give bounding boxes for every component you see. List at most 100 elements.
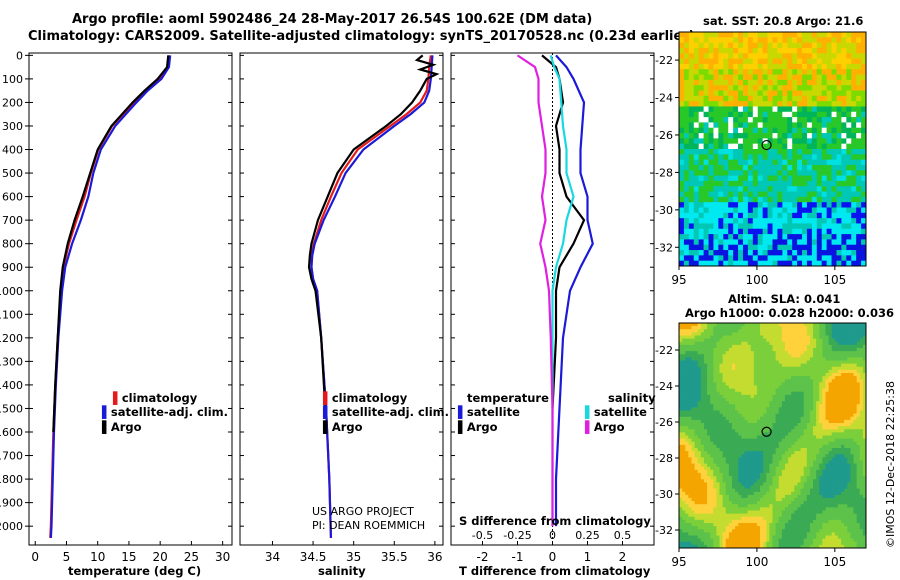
map-cell bbox=[752, 37, 759, 44]
map-cell bbox=[757, 239, 764, 246]
map-cell bbox=[731, 338, 736, 343]
map-cell bbox=[718, 95, 724, 102]
map-cell bbox=[772, 476, 777, 480]
map-cell bbox=[719, 426, 724, 430]
map-cell bbox=[850, 419, 855, 424]
map-cell bbox=[784, 419, 789, 424]
map-cell bbox=[753, 432, 758, 436]
map-cell bbox=[802, 196, 808, 203]
map-cell bbox=[710, 366, 714, 371]
temperature-plot: 0100200300400500600700800900100011001200… bbox=[0, 49, 233, 564]
map-cell bbox=[800, 407, 805, 411]
map-cell bbox=[853, 413, 858, 418]
map-cell bbox=[781, 344, 786, 349]
map-cell bbox=[806, 133, 813, 139]
map-cell bbox=[794, 391, 798, 396]
map-cell bbox=[788, 382, 792, 386]
map-cell bbox=[707, 454, 711, 458]
map-cell bbox=[784, 410, 789, 415]
map-cell bbox=[841, 143, 847, 150]
map-cell bbox=[682, 435, 686, 440]
map-cell bbox=[713, 101, 719, 107]
map-cell bbox=[747, 164, 754, 171]
map-cell bbox=[811, 191, 818, 198]
map-cell bbox=[741, 382, 745, 386]
map-cell bbox=[825, 419, 830, 424]
map-cell bbox=[682, 338, 686, 343]
map-cell bbox=[800, 463, 805, 468]
map-cell bbox=[685, 388, 689, 393]
map-cell bbox=[800, 451, 805, 455]
map-cell bbox=[760, 388, 764, 393]
map-cell bbox=[861, 180, 867, 187]
map-cell bbox=[861, 63, 867, 70]
map-cell bbox=[683, 202, 690, 208]
map-cell bbox=[713, 186, 719, 193]
map-cell bbox=[772, 423, 777, 427]
map-cell bbox=[756, 460, 761, 465]
map-cell bbox=[862, 354, 867, 358]
map-cell bbox=[766, 416, 770, 421]
map-cell bbox=[679, 111, 685, 118]
map-cell bbox=[698, 143, 705, 150]
map-cell bbox=[703, 196, 710, 203]
map-cell bbox=[766, 441, 770, 446]
map-cell bbox=[778, 394, 783, 399]
map-cell bbox=[856, 170, 862, 177]
map-cell bbox=[733, 53, 739, 60]
map-cell bbox=[713, 74, 719, 81]
map-cell bbox=[847, 382, 851, 386]
map-cell bbox=[713, 413, 717, 418]
map-cell bbox=[831, 441, 836, 446]
map-cell bbox=[718, 143, 724, 150]
map-cell bbox=[697, 391, 702, 396]
map-cell bbox=[831, 448, 836, 452]
map-cell bbox=[844, 451, 848, 455]
map-cell bbox=[856, 360, 861, 365]
map-cell bbox=[738, 366, 742, 371]
map-cell bbox=[791, 357, 795, 361]
map-cell bbox=[762, 154, 769, 161]
x-tick-label: 30 bbox=[215, 550, 230, 564]
map-cell bbox=[679, 482, 683, 486]
map-cell bbox=[819, 410, 823, 415]
map-cell bbox=[800, 323, 805, 327]
map-cell bbox=[738, 47, 744, 54]
series-argo bbox=[52, 55, 170, 433]
map-cell bbox=[809, 391, 814, 396]
map-cell bbox=[850, 457, 855, 461]
map-cell bbox=[738, 335, 742, 340]
map-cell bbox=[782, 202, 788, 208]
map-cell bbox=[853, 432, 858, 436]
map-cell bbox=[716, 466, 721, 471]
map-cell bbox=[713, 329, 717, 333]
map-cell bbox=[787, 69, 793, 76]
map-cell bbox=[723, 207, 729, 214]
map-cell bbox=[697, 413, 702, 418]
map-cell bbox=[811, 74, 818, 81]
map-cell bbox=[742, 260, 749, 267]
map-cell bbox=[816, 463, 820, 468]
map-cell bbox=[708, 63, 714, 70]
map-cell bbox=[788, 463, 792, 468]
map-cell bbox=[735, 388, 739, 393]
map-cell bbox=[792, 85, 798, 91]
map-cell bbox=[856, 69, 862, 76]
map-cell bbox=[822, 335, 826, 340]
map-cell bbox=[841, 466, 845, 471]
map-cell bbox=[813, 326, 817, 330]
map-cell bbox=[710, 407, 714, 411]
map-cell bbox=[738, 212, 744, 219]
map-cell bbox=[847, 326, 851, 330]
map-cell bbox=[862, 385, 867, 390]
map-cell bbox=[778, 469, 783, 474]
map-cell bbox=[738, 79, 744, 86]
map-cell bbox=[719, 351, 724, 355]
map-cell bbox=[809, 326, 814, 330]
map-cell bbox=[837, 363, 842, 368]
map-cell bbox=[775, 338, 780, 343]
map-cell bbox=[826, 218, 833, 224]
map-cell bbox=[722, 341, 727, 346]
map-cell bbox=[683, 170, 690, 177]
